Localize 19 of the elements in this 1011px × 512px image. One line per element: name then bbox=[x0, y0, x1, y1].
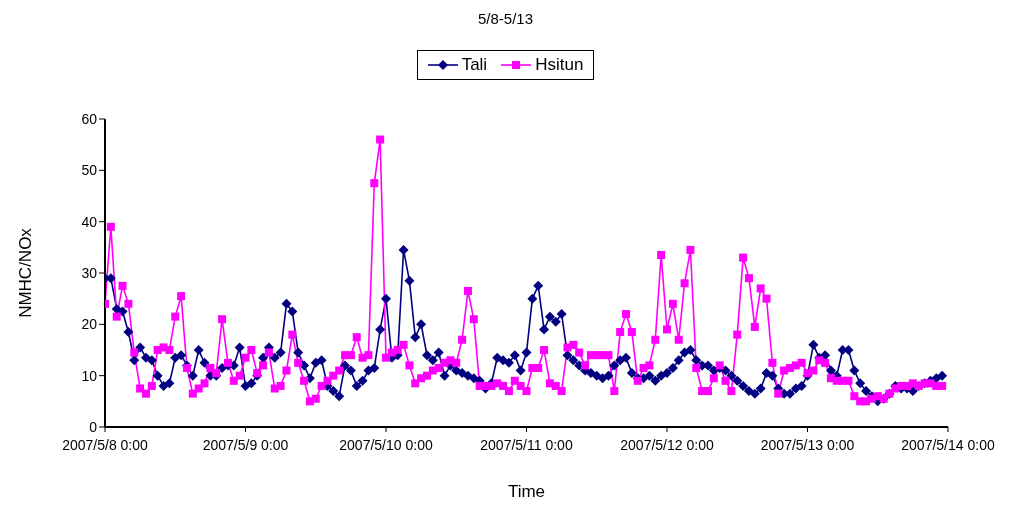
x-axis-title: Time bbox=[507, 482, 546, 501]
chart-title: 5/8-5/13 bbox=[476, 10, 534, 27]
y-axis-title: NMHC/NOx bbox=[16, 227, 36, 318]
x-tick-label: 2007/5/9 0:00 bbox=[202, 436, 289, 453]
x-tick-label: 2007/5/8 0:00 bbox=[62, 436, 149, 453]
x-tick-label: 2007/5/12 0:00 bbox=[620, 436, 714, 453]
legend-label: Tali bbox=[460, 55, 488, 75]
y-tick-label: 0 bbox=[89, 418, 98, 435]
y-tick-label: 20 bbox=[81, 316, 98, 333]
legend-label: Hsitun bbox=[534, 55, 584, 75]
x-tick-label: 2007/5/13 0:00 bbox=[760, 436, 855, 453]
y-tick-label: 40 bbox=[81, 213, 98, 230]
x-tick-label: 2007/5/10 0:00 bbox=[339, 436, 433, 453]
x-tick-label: 2007/5/14 0:00 bbox=[901, 436, 995, 453]
y-tick-label: 30 bbox=[81, 264, 98, 281]
y-tick-label: 50 bbox=[81, 162, 98, 179]
x-tick-label: 2007/5/11 0:00 bbox=[480, 436, 573, 453]
y-tick-label: 10 bbox=[81, 367, 98, 384]
y-tick-label: 60 bbox=[81, 110, 98, 127]
